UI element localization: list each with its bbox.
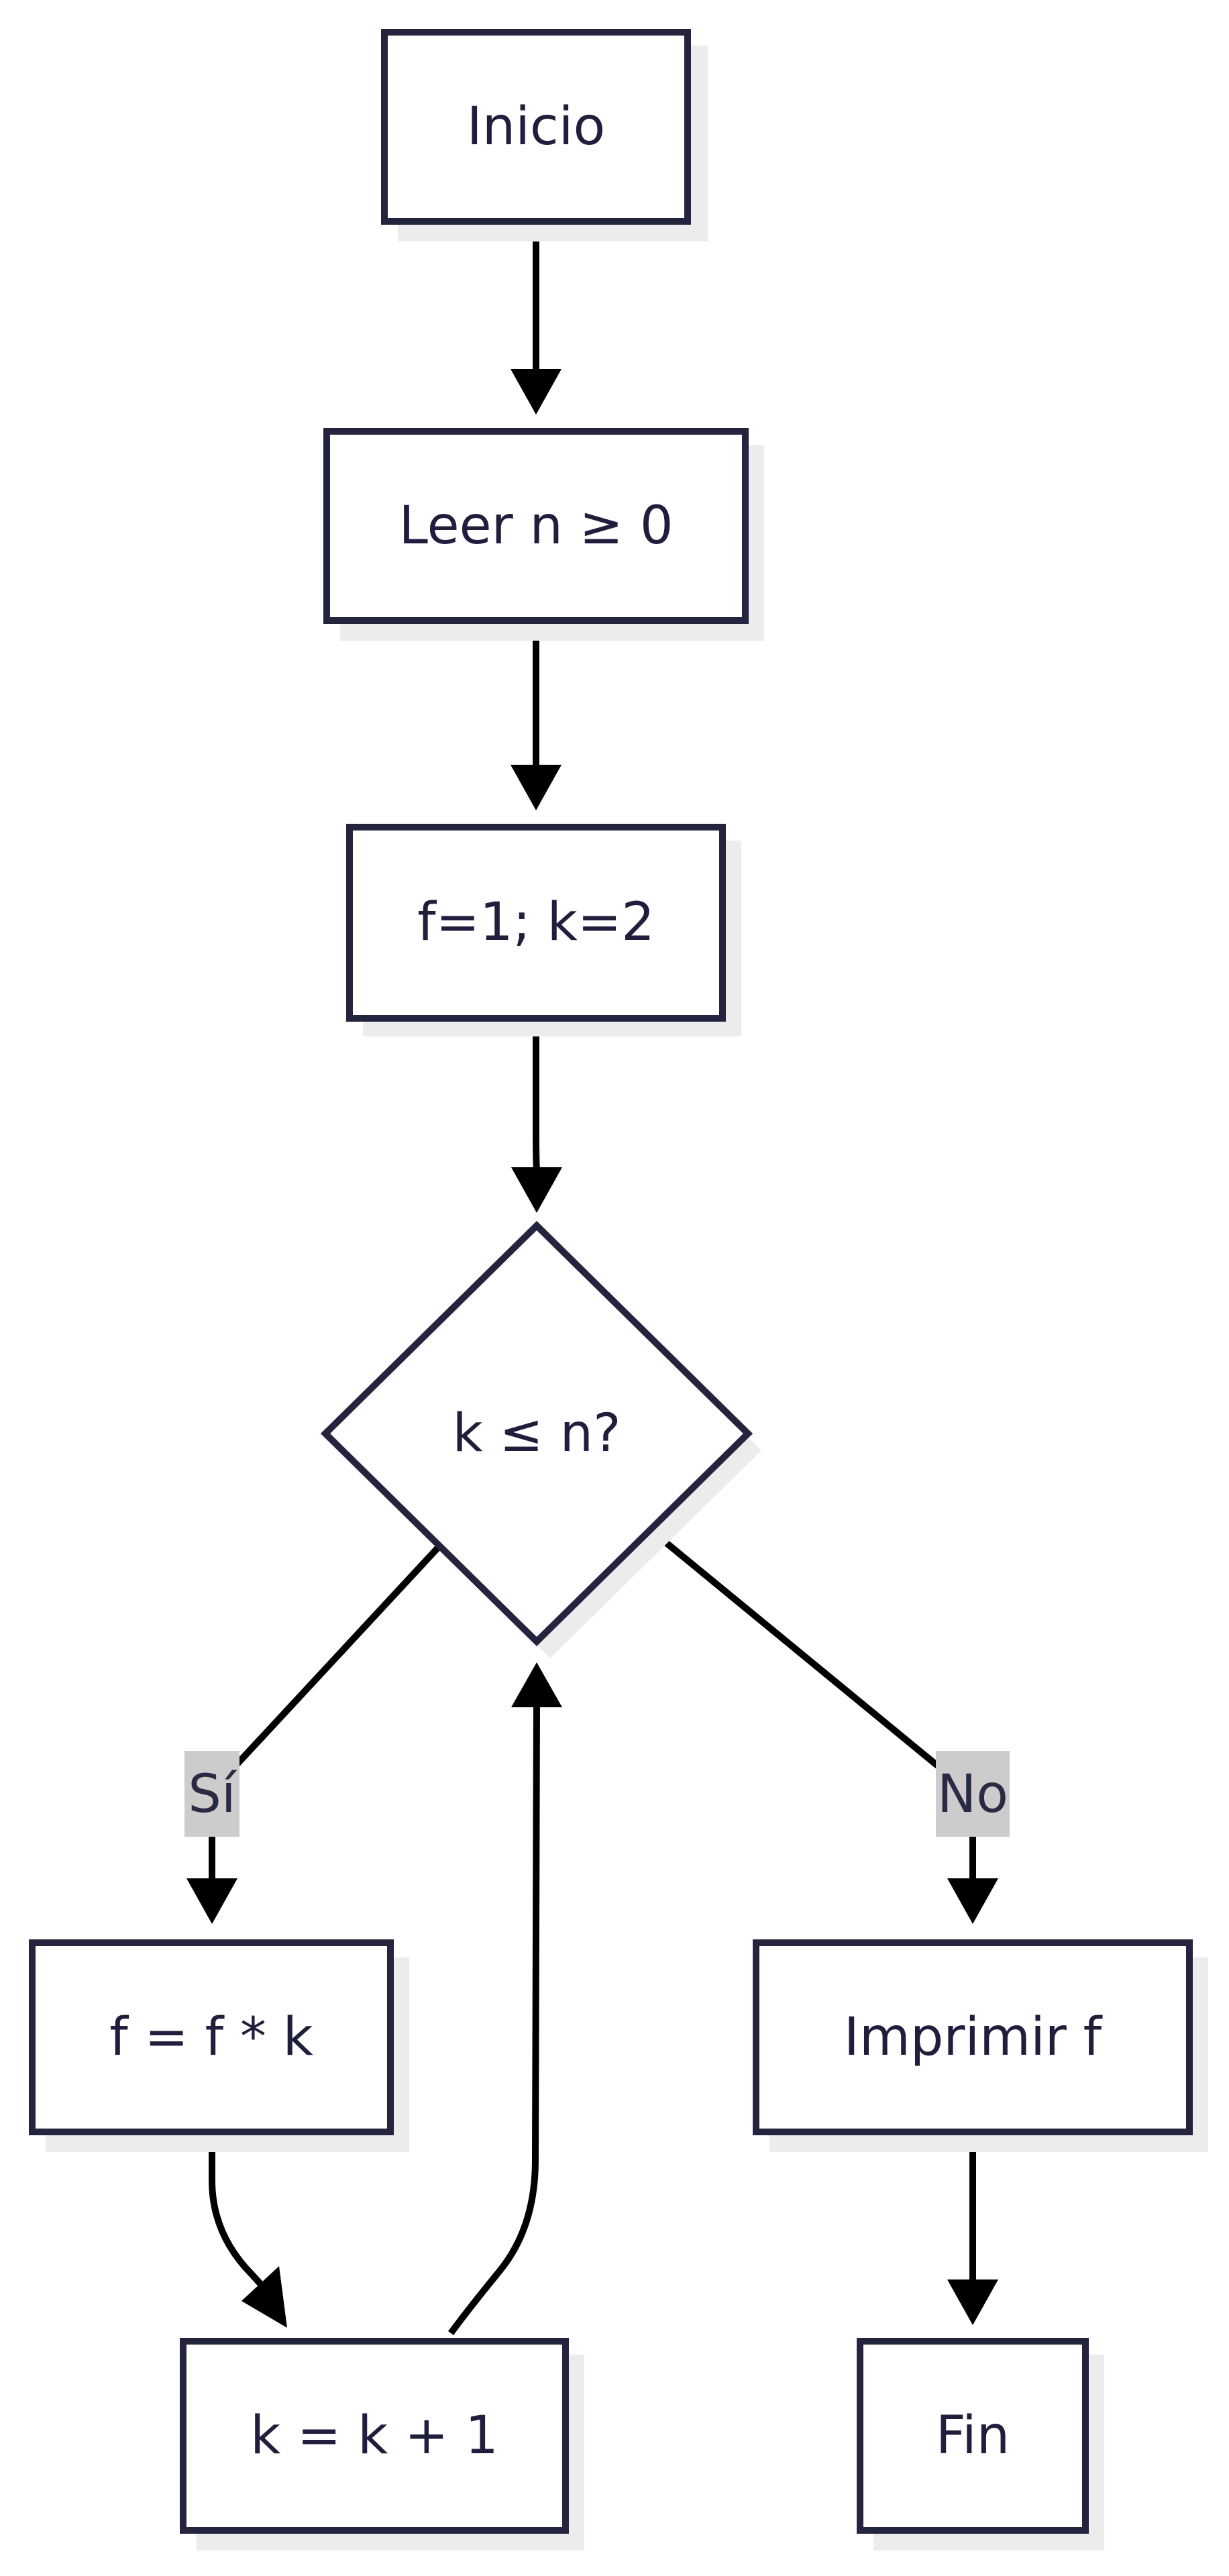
edge-label-yes-text: Sí bbox=[188, 1764, 237, 1825]
arrowhead-decision-return bbox=[511, 1662, 562, 1707]
node-increment-label: k = k + 1 bbox=[250, 2406, 498, 2466]
arrowhead-multiply bbox=[186, 1878, 237, 1924]
edge-multiply-to-increment bbox=[212, 2132, 265, 2289]
node-decision-label: k ≤ n? bbox=[453, 1403, 621, 1464]
edge-label-yes: Sí bbox=[184, 1751, 239, 1837]
node-decision: k ≤ n? bbox=[325, 1226, 761, 1658]
node-multiply: f = f * k bbox=[32, 1943, 409, 2152]
arrowhead-decision bbox=[511, 1167, 562, 1213]
arrowhead-init bbox=[511, 765, 562, 810]
node-start-label: Inicio bbox=[467, 97, 605, 157]
node-print: Imprimir f bbox=[756, 1943, 1208, 2152]
edge-decision-to-print bbox=[654, 1533, 973, 1885]
edge-init-to-decision bbox=[536, 1018, 537, 1171]
node-read-label: Leer n ≥ 0 bbox=[399, 496, 674, 556]
edge-decision-to-multiply bbox=[212, 1548, 437, 1885]
node-read: Leer n ≥ 0 bbox=[327, 431, 764, 641]
node-start: Inicio bbox=[384, 32, 708, 241]
node-end-label: Fin bbox=[936, 2406, 1010, 2466]
node-init: f=1; k=2 bbox=[350, 827, 741, 1036]
edge-label-no: No bbox=[936, 1751, 1010, 1837]
edge-label-no-text: No bbox=[937, 1764, 1008, 1825]
node-print-label: Imprimir f bbox=[844, 2007, 1103, 2068]
node-init-label: f=1; k=2 bbox=[417, 892, 655, 953]
arrowhead-end bbox=[947, 2279, 998, 2325]
node-increment: k = k + 1 bbox=[183, 2341, 584, 2551]
node-end: Fin bbox=[860, 2341, 1104, 2551]
arrowhead-print bbox=[947, 1878, 998, 1924]
node-multiply-label: f = f * k bbox=[109, 2007, 313, 2068]
arrowhead-read bbox=[511, 369, 562, 415]
edge-increment-to-decision bbox=[451, 1704, 537, 2333]
